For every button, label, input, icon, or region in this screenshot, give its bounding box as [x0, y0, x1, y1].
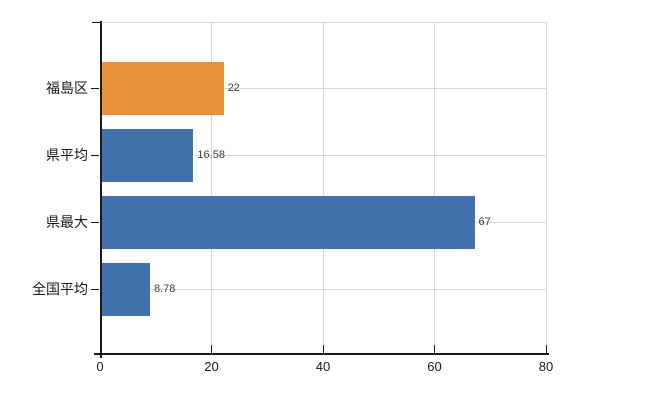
category-tick: [91, 88, 99, 89]
category-label: 県平均: [46, 147, 88, 163]
x-axis-tick: [322, 345, 324, 353]
x-tick-label: 60: [427, 359, 442, 374]
chart-bar: [101, 195, 475, 249]
value-label: 16.58: [197, 149, 225, 161]
x-axis-tick: [434, 345, 435, 353]
vertical-gridline: [545, 22, 547, 353]
horizontal-gridline: [100, 155, 546, 156]
vertical-gridline: [322, 22, 324, 353]
category-tick: [91, 222, 99, 223]
x-tick-label: 0: [96, 359, 104, 374]
value-label: 67: [478, 216, 491, 228]
horizontal-gridline: [100, 289, 546, 290]
x-axis-tick: [545, 345, 547, 353]
vertical-gridline: [211, 22, 212, 353]
plot-right-border: [546, 22, 547, 353]
category-label: 福島区: [46, 80, 88, 96]
x-axis: [94, 353, 549, 355]
y-axis-top-tick: [92, 22, 100, 23]
value-label: 8.78: [153, 283, 176, 295]
category-tick: [91, 155, 99, 156]
value-label: 22: [227, 82, 240, 94]
vertical-gridline: [434, 22, 435, 353]
x-tick-label: 80: [538, 359, 554, 374]
category-label: 全国平均: [32, 281, 88, 297]
x-tick-label: 40: [315, 359, 331, 374]
y-axis: [100, 21, 102, 358]
chart-bar: [101, 128, 194, 182]
category-label: 県最大: [46, 214, 88, 230]
x-tick-label: 20: [204, 359, 219, 374]
chart-bar: [101, 262, 150, 316]
category-tick: [91, 289, 99, 290]
horizontal-gridline: [100, 88, 546, 89]
chart-bar: [101, 61, 224, 115]
x-axis-tick: [211, 345, 212, 353]
